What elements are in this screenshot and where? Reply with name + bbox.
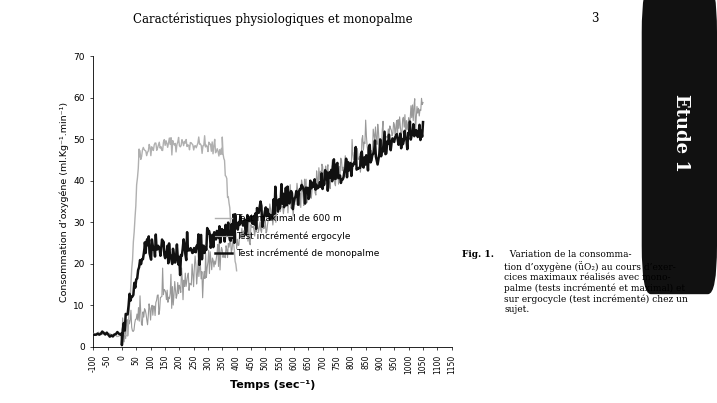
Text: Etude 1: Etude 1 [672, 94, 690, 172]
Legend: Test maximal de 600 m, Test incrémenté ergocyle, Test incrémenté de monopalme: Test maximal de 600 m, Test incrémenté e… [216, 214, 379, 258]
Y-axis label: Consommation d’oxygéne (ml.Kg⁻¹.min⁻¹): Consommation d’oxygéne (ml.Kg⁻¹.min⁻¹) [60, 102, 70, 301]
Bar [645, 0, 713, 73]
X-axis label: Temps (sec⁻¹): Temps (sec⁻¹) [229, 380, 315, 390]
Text: Variation de la consomma-
tion d’oxygène (ṻO₂) au cours d’exer-
cices maximaux r: Variation de la consomma- tion d’oxygène… [504, 250, 688, 314]
FancyBboxPatch shape [642, 0, 717, 294]
Text: 3: 3 [592, 12, 599, 25]
Text: Fig. 1.: Fig. 1. [462, 250, 495, 259]
Text: Caractéristiques physiologiques et monopalme: Caractéristiques physiologiques et monop… [133, 12, 412, 25]
